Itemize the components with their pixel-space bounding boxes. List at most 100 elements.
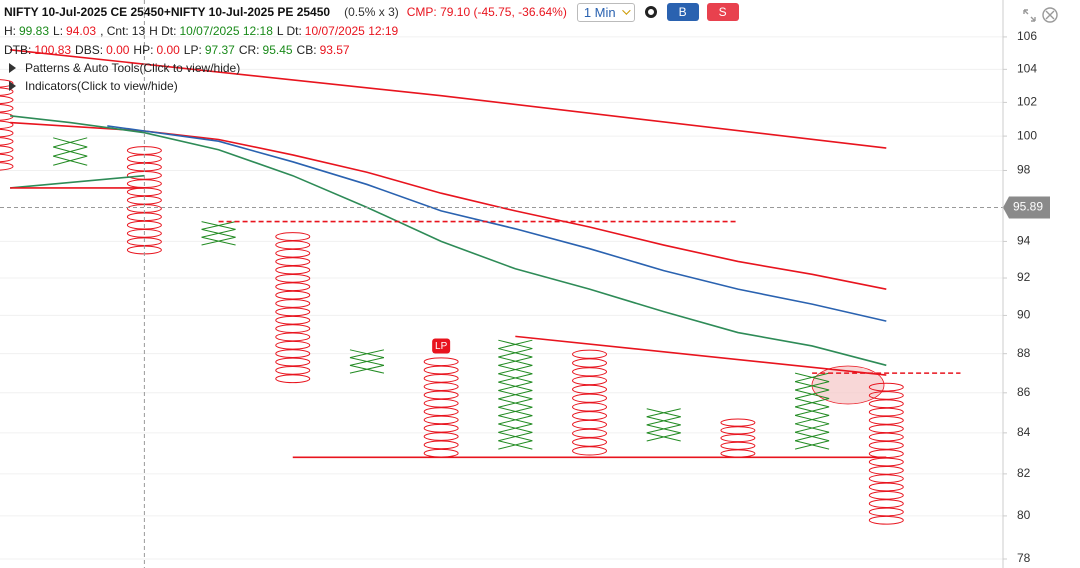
o-box: [868, 515, 904, 525]
trend-line: [10, 174, 145, 189]
y-tick-label: 102: [1017, 95, 1037, 109]
o-box: [126, 229, 162, 238]
stat-value: 0.00: [106, 43, 130, 57]
o-box: [720, 449, 756, 458]
x-column: [794, 372, 830, 450]
x-box: [498, 415, 533, 425]
x-box: [498, 381, 533, 391]
x-box: [498, 431, 533, 442]
stat-value: 94.03: [66, 24, 97, 38]
marker-label: LP: [435, 341, 448, 352]
o-box: [275, 248, 311, 258]
stats-line: H: 99.83 L: 94.03, Cnt: 13 H Dt: 10/07/2025 12…: [4, 24, 402, 38]
o-box: [423, 407, 459, 416]
o-box: [868, 474, 904, 484]
settings-button[interactable]: [644, 6, 657, 18]
y-tick-label: 86: [1017, 385, 1031, 399]
o-box: [868, 382, 904, 392]
o-box: [0, 145, 14, 154]
o-box: [868, 490, 904, 500]
o-box: [275, 274, 311, 283]
o-box: [868, 465, 904, 475]
o-box: [0, 137, 14, 146]
x-box: [498, 348, 533, 358]
y-tick-label: 88: [1017, 346, 1031, 360]
highlight: [811, 365, 885, 405]
buy-button[interactable]: B: [666, 3, 699, 21]
o-box: [275, 257, 311, 267]
x-box: [498, 364, 533, 375]
o-box: [423, 432, 459, 441]
y-tick-label: 104: [1017, 62, 1037, 76]
o-box: [275, 374, 311, 384]
o-box: [423, 373, 459, 383]
toggle[interactable]: Indicators(Click to view/hide): [9, 79, 178, 93]
o-box: [0, 162, 14, 171]
x-box: [498, 389, 533, 400]
marker-badge: [432, 338, 451, 354]
x-box: [53, 146, 88, 157]
x-box: [646, 432, 681, 442]
crosshair-badge: [1003, 196, 1050, 219]
o-box: [572, 375, 608, 386]
x-box: [201, 221, 236, 230]
o-box: [572, 402, 608, 412]
o-box: [0, 95, 14, 105]
window-icons: [1023, 7, 1058, 23]
o-box: [868, 441, 904, 450]
o-box: [423, 448, 459, 458]
interval-dropdown[interactable]: 1 Min: [576, 2, 635, 22]
y-tick-label: 90: [1017, 308, 1031, 322]
o-box: [868, 449, 904, 459]
stats-line: DTB: 100.83 DBS: 0.00 HP: 0.00 LP: 97.37 CR: 95.4…: [4, 43, 354, 57]
o-box: [275, 232, 311, 241]
cmp: CMP: 79.10 (-45.75, -36.64%): [406, 5, 567, 19]
o-box: [0, 120, 14, 130]
stat-label: DBS:: [75, 43, 104, 57]
o-box: [275, 324, 311, 333]
x-box: [498, 356, 533, 366]
x-column: [498, 339, 533, 450]
x-box: [646, 408, 681, 418]
x-box: [498, 339, 533, 350]
o-box: [868, 424, 904, 434]
x-box: [794, 423, 830, 433]
y-tick-label: 94: [1017, 234, 1031, 248]
x-box: [498, 406, 533, 417]
o-box: [126, 220, 162, 230]
y-tick-label: 78: [1017, 551, 1031, 565]
stat-label: CR:: [238, 43, 260, 57]
stat-label: HP:: [133, 43, 154, 57]
stat-value: 0.00: [156, 43, 180, 57]
stat-label: LP:: [183, 43, 202, 57]
o-box: [275, 366, 311, 375]
o-box: [275, 265, 311, 275]
toolbar: NIFTY 10-Jul-2025 CE 25450+NIFTY 10-Jul-…: [4, 2, 739, 22]
x-column: [646, 408, 681, 442]
toggle[interactable]: Patterns & Auto Tools(Click to view/hide…: [9, 61, 240, 75]
x-box: [794, 414, 830, 425]
stat-value: 100.83: [34, 43, 72, 57]
o-box: [275, 299, 311, 308]
stat-label: H Dt:: [149, 24, 177, 38]
o-box: [720, 418, 756, 427]
o-column: [572, 349, 608, 456]
o-box: [868, 416, 904, 425]
o-box: [868, 407, 904, 417]
x-box: [201, 228, 236, 238]
o-box: [275, 332, 311, 342]
sell-button[interactable]: S: [706, 3, 739, 21]
o-box: [0, 103, 14, 113]
o-box: [868, 399, 904, 409]
stat-value: 99.83: [19, 24, 50, 38]
x-box: [349, 349, 385, 359]
o-box: [572, 437, 608, 447]
stat-label: H:: [4, 24, 16, 38]
stat-value: 93.57: [319, 43, 350, 57]
x-box: [498, 440, 533, 450]
stat-value: 97.37: [204, 43, 235, 57]
o-box: [868, 507, 904, 517]
o-box: [868, 457, 904, 467]
y-tick-label: 84: [1017, 425, 1031, 439]
